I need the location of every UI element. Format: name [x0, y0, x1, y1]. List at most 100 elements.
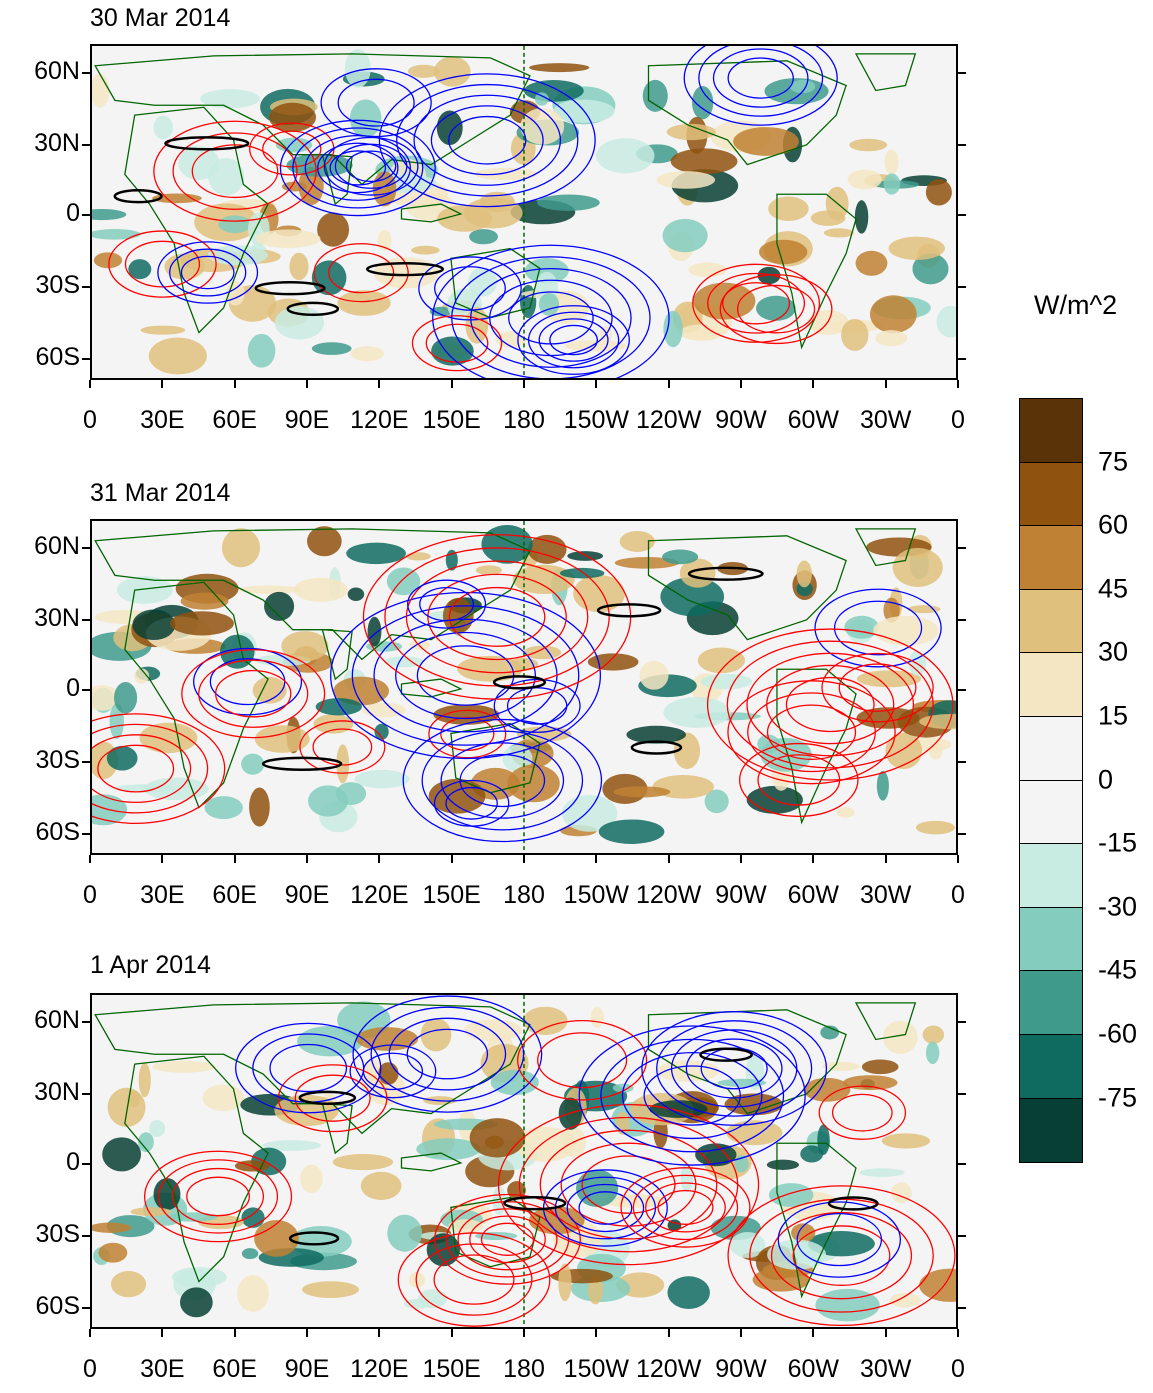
- axis-tick: [450, 1329, 453, 1337]
- colorbar-segment: [1020, 399, 1082, 463]
- lat-label: 60S: [35, 343, 80, 371]
- axis-tick: [958, 689, 966, 691]
- axis-tick: [82, 144, 90, 146]
- lon-label: 60E: [212, 881, 257, 909]
- axis-tick: [958, 144, 966, 146]
- lon-label: 0: [83, 406, 97, 434]
- axis-tick: [958, 1307, 966, 1309]
- axis-tick: [958, 1163, 966, 1165]
- map-panel-30mar: [90, 44, 958, 380]
- axis-tick: [161, 380, 164, 388]
- axis-tick: [958, 214, 966, 216]
- lat-label: 0: [66, 1148, 80, 1176]
- lat-label: 30S: [35, 1220, 80, 1248]
- axis-tick: [82, 358, 90, 360]
- axis-tick: [667, 1329, 670, 1337]
- lon-label: 30E: [140, 881, 185, 909]
- axis-tick: [595, 380, 598, 388]
- colorbar-label: 0: [1098, 764, 1114, 795]
- zero-contour: [827, 1196, 879, 1211]
- lon-label: 180: [503, 406, 545, 434]
- axis-tick: [82, 214, 90, 216]
- axis-tick: [233, 855, 236, 863]
- lat-label: 30S: [35, 271, 80, 299]
- axis-tick: [958, 1235, 966, 1237]
- zero-contour: [286, 301, 340, 317]
- colorbar-segment: [1020, 526, 1082, 590]
- lon-label: 60E: [212, 406, 257, 434]
- axis-tick: [884, 1329, 887, 1337]
- axis-tick: [82, 1163, 90, 1165]
- axis-tick: [82, 689, 90, 691]
- axis-tick: [958, 358, 966, 360]
- colorbar-segment: [1020, 1034, 1082, 1099]
- colorbar-segment: [1020, 780, 1082, 845]
- lat-label: 30N: [34, 129, 80, 157]
- axis-tick: [450, 855, 453, 863]
- zero-contour: [687, 566, 764, 581]
- axis-tick: [958, 761, 966, 763]
- zero-contour: [288, 1231, 340, 1246]
- axis-tick: [450, 380, 453, 388]
- lon-label: 120W: [636, 406, 702, 434]
- axis-tick: [89, 855, 91, 863]
- colorbar-segment: [1020, 907, 1082, 972]
- colorbar-label: 60: [1098, 509, 1129, 540]
- axis-tick: [82, 761, 90, 763]
- axis-tick: [667, 380, 670, 388]
- colorbar-segment: [1020, 1098, 1082, 1163]
- colorbar-segment: [1020, 844, 1082, 908]
- zero-contour: [699, 1047, 753, 1062]
- colorbar-segment: [1020, 653, 1082, 717]
- axis-tick: [667, 855, 670, 863]
- lon-label: 30W: [859, 406, 912, 434]
- zero-contour: [492, 675, 547, 690]
- lon-label: 150W: [563, 1355, 629, 1383]
- lon-label: 0: [83, 881, 97, 909]
- axis-tick: [812, 380, 815, 388]
- lon-label: 150E: [422, 1355, 481, 1383]
- colorbar-segment: [1020, 589, 1082, 654]
- zero-contour: [164, 136, 250, 151]
- lon-label: 150W: [563, 406, 629, 434]
- axis-tick: [82, 833, 90, 835]
- lat-label: 60N: [34, 1006, 80, 1034]
- zero-contour: [630, 740, 683, 755]
- axis-tick: [958, 833, 966, 835]
- axis-tick: [884, 380, 887, 388]
- lon-label: 150E: [422, 406, 481, 434]
- colorbar-label: -45: [1098, 954, 1138, 985]
- zero-contour: [596, 603, 662, 618]
- lat-label: 0: [66, 674, 80, 702]
- axis-tick: [958, 72, 966, 74]
- axis-tick: [958, 619, 966, 621]
- colorbar-label: 15: [1098, 700, 1129, 731]
- colorbar-label: -30: [1098, 891, 1138, 922]
- axis-tick: [812, 855, 815, 863]
- axis-tick: [740, 380, 742, 388]
- axis-tick: [82, 1021, 90, 1023]
- zero-contour: [261, 756, 343, 771]
- lon-label: 120E: [350, 406, 409, 434]
- lon-label: 90W: [715, 406, 767, 434]
- axis-tick: [306, 380, 308, 388]
- colorbar-segment: [1020, 716, 1082, 781]
- lon-label: 150E: [422, 881, 481, 909]
- colorbar-segment: [1020, 971, 1082, 1035]
- lon-label: 90E: [284, 406, 330, 434]
- zero-contour: [365, 261, 444, 277]
- lat-label: 0: [66, 199, 80, 227]
- axis-tick: [306, 855, 308, 863]
- axis-tick: [306, 1329, 308, 1337]
- lon-label: 90E: [284, 1355, 330, 1383]
- lon-label: 180: [503, 881, 545, 909]
- lon-label: 180: [503, 1355, 545, 1383]
- lon-label: 60W: [787, 406, 840, 434]
- axis-tick: [958, 1093, 966, 1095]
- axis-tick: [740, 855, 742, 863]
- lat-label: 30N: [34, 604, 80, 632]
- colorbar: [1019, 398, 1083, 1164]
- coastlines: [94, 1002, 917, 1299]
- lat-label: 60S: [35, 818, 80, 846]
- axis-tick: [595, 855, 598, 863]
